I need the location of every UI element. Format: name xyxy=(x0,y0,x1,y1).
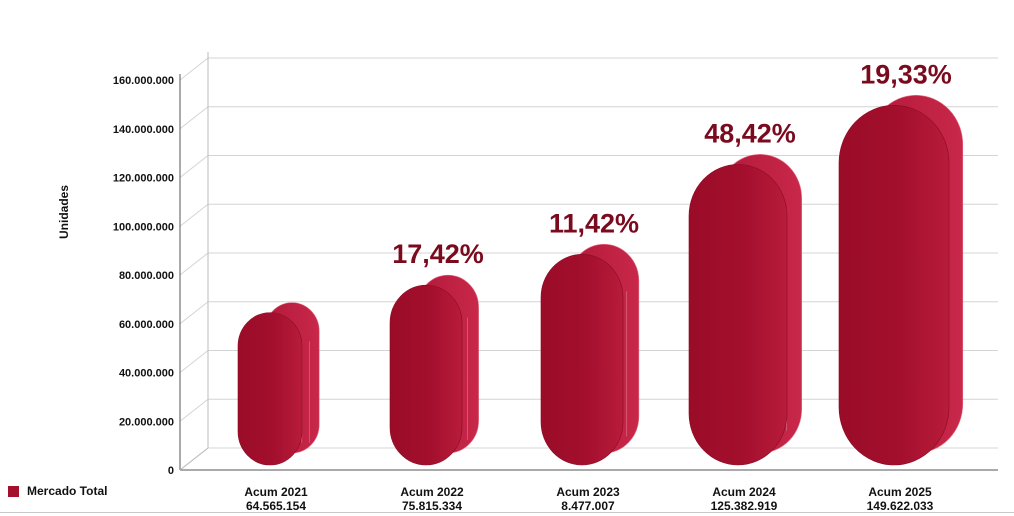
divider xyxy=(0,512,1014,513)
bar xyxy=(838,94,964,466)
y-axis-label: Unidades xyxy=(57,185,71,239)
bar-front xyxy=(540,254,624,466)
value-label: 125.382.919 xyxy=(711,499,778,513)
y-tick-label: 80.000.000 xyxy=(119,270,174,282)
axis-layer: 0 20.000.000 40.000.000 60.000.000 80.000.00… xyxy=(57,52,998,477)
y-tick-label: 100.000.000 xyxy=(113,221,174,233)
growth-label: 17,42% xyxy=(392,239,484,269)
category-label: Acum 2023 xyxy=(556,485,620,499)
gridline-depth xyxy=(179,203,209,227)
bar xyxy=(389,274,479,466)
gridline-depth xyxy=(179,57,209,81)
category-label: Acum 2021 xyxy=(244,485,308,499)
legend-label: Mercado Total xyxy=(27,484,108,498)
bar xyxy=(540,244,640,466)
y-tick-label: 60.000.000 xyxy=(119,319,174,331)
y-tick-label: 120.000.000 xyxy=(113,173,174,185)
bar xyxy=(237,302,320,466)
bar xyxy=(688,154,802,466)
legend-swatch xyxy=(8,485,19,497)
bar-front xyxy=(838,104,950,466)
gridline-depth xyxy=(179,252,209,276)
value-label: 149.622.033 xyxy=(867,499,934,513)
y-tick-label: 40.000.000 xyxy=(119,368,174,380)
category-label: Acum 2022 xyxy=(400,485,464,499)
bar-front xyxy=(389,284,463,466)
value-label: 64.565.154 xyxy=(246,499,306,513)
bar-front xyxy=(237,312,303,466)
bars-layer xyxy=(237,94,964,466)
floor-edge xyxy=(179,447,209,471)
gridline-depth xyxy=(179,350,209,373)
gridline-depth xyxy=(179,106,209,130)
bar-front xyxy=(688,164,788,466)
legend: Mercado Total xyxy=(8,484,107,498)
y-tick-label: 20.000.000 xyxy=(119,416,174,428)
category-label: Acum 2024 xyxy=(712,485,776,499)
y-tick-label: 160.000.000 xyxy=(113,75,174,87)
category-label: Acum 2025 xyxy=(868,485,932,499)
value-label: 75.815.334 xyxy=(402,499,462,513)
growth-label: 11,42% xyxy=(549,208,639,238)
gridline-depth xyxy=(179,301,209,325)
gridline-depth xyxy=(179,155,209,178)
growth-label: 19,33% xyxy=(860,59,952,89)
growth-label: 48,42% xyxy=(704,118,796,148)
gridline-depth xyxy=(179,398,209,422)
y-tick-label: 140.000.000 xyxy=(113,124,174,136)
value-label: 8.477.007 xyxy=(561,499,615,513)
y-tick-label: 0 xyxy=(168,465,174,477)
